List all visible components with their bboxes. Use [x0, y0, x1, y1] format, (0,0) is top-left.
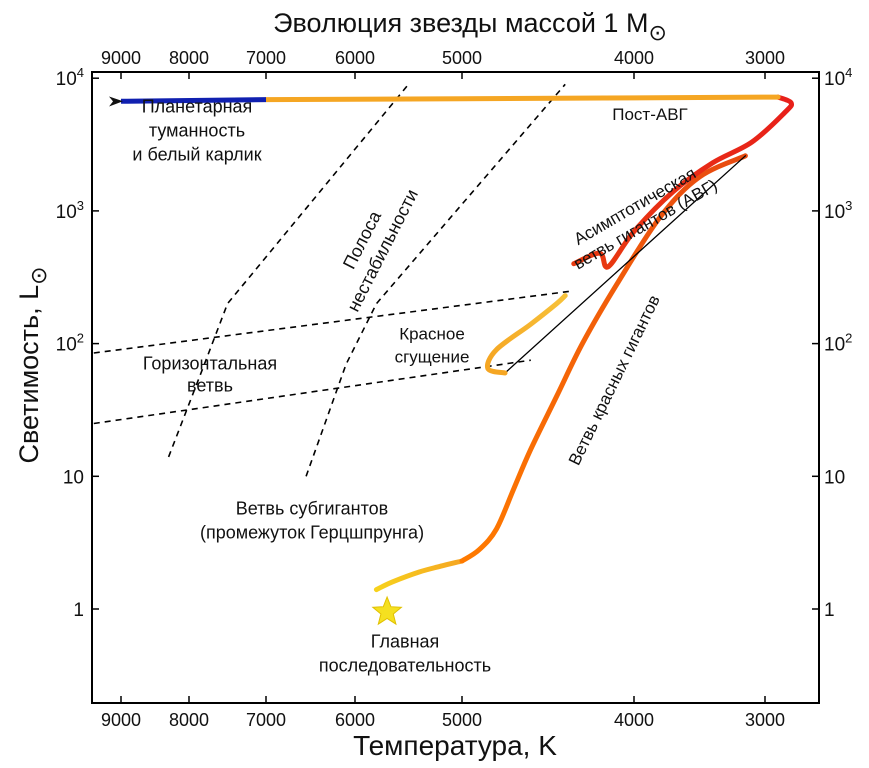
track-segment-6 — [108, 96, 267, 107]
y-tick-label-left: 102 — [56, 331, 84, 356]
x-tick-label-top: 3000 — [745, 48, 785, 68]
x-tick-label-bottom: 7000 — [246, 710, 286, 730]
annotation-label-8: Главная последовательность — [319, 631, 491, 675]
y-tick-label-right: 103 — [824, 198, 852, 223]
y-tick-label-right: 1 — [824, 600, 835, 621]
annotation-line: Пост-АВГ — [612, 105, 688, 124]
plot-frame — [91, 71, 820, 704]
track-segment-4 — [571, 94, 795, 270]
x-tick-label-bottom: 8000 — [169, 710, 209, 730]
annotation-line: Ветвь субгигантов — [236, 498, 388, 518]
x-tick-label-bottom: 6000 — [335, 710, 375, 730]
chart-title: Эволюция звезды массой 1 M⊙ — [273, 8, 667, 45]
evolution-track — [108, 94, 795, 626]
annotation-label-4: Красное сгущение — [395, 324, 470, 366]
annotation-label-0: Пост-АВГ — [612, 105, 688, 124]
y-tick-label-left: 103 — [56, 198, 84, 223]
y-tick-label-left: 104 — [56, 65, 84, 90]
annotation-line: Главная — [371, 631, 440, 651]
instability-strip-right-edge — [305, 83, 566, 477]
x-tick-label-top: 5000 — [442, 48, 482, 68]
x-tick-label-bottom: 5000 — [442, 710, 482, 730]
main-sequence-star-marker — [371, 595, 403, 626]
y-axis-label-symbol: ⊙ — [26, 266, 51, 284]
track-segment-0 — [373, 558, 465, 593]
y-tick-label-right: 102 — [824, 331, 852, 356]
annotation-line: Планетарная — [142, 96, 253, 116]
y-tick-label-left: 10 — [63, 467, 84, 488]
annotation-line: последовательность — [319, 655, 491, 675]
annotation-line: сгущение — [395, 347, 470, 366]
annotation-line: Горизонтальная — [143, 353, 277, 373]
annotation-label-5: Горизонтальная ветвь — [143, 353, 277, 395]
horizontal-branch-lower-edge — [93, 359, 531, 425]
x-tick-label-bottom: 4000 — [614, 710, 654, 730]
x-tick-label-bottom: 9000 — [101, 710, 141, 730]
top-white-band — [0, 0, 869, 72]
x-axis-label: Температура, K — [353, 730, 557, 761]
annotation-line: и белый карлик — [132, 144, 261, 164]
x-tick-label-top: 6000 — [335, 48, 375, 68]
left-white-band — [0, 0, 92, 768]
chart-title-symbol: ⊙ — [648, 20, 666, 45]
horizontal-branch-upper-edge — [93, 290, 574, 354]
x-tick-label-top: 8000 — [169, 48, 209, 68]
y-axis-label-text: Светимость, L — [14, 285, 44, 464]
guide-lines — [93, 83, 574, 477]
x-tick-label-top: 4000 — [614, 48, 654, 68]
x-tick-label-top: 9000 — [101, 48, 141, 68]
y-tick-label-right: 104 — [824, 65, 852, 90]
chart-title-text: Эволюция звезды массой 1 M — [273, 8, 648, 38]
y-axis-label: Светимость, L⊙ — [14, 266, 51, 463]
annotation-line: (промежуток Герцшпрунга) — [200, 522, 424, 542]
x-tick-label-bottom: 3000 — [745, 710, 785, 730]
annotation-line: туманность — [149, 120, 245, 140]
annotation-line: ветвь — [187, 375, 233, 395]
y-tick-label-left: 1 — [73, 600, 84, 621]
track-segment-3 — [484, 293, 568, 376]
x-tick-label-top: 7000 — [246, 48, 286, 68]
axis-ticks: 9000 9000 8000 8000 7000 7000 6000 6000 5000 5000… — [56, 48, 853, 730]
right-white-band — [819, 0, 869, 768]
bottom-white-band — [0, 703, 869, 768]
y-tick-label-right: 10 — [824, 467, 845, 488]
annotation-label-2: Планетарная туманность и белый карлик — [132, 96, 261, 164]
annotation-line: Красное — [399, 324, 465, 343]
annotation-label-7: Ветвь субгигантов (промежуток Герцшпрунга… — [200, 498, 424, 542]
track-segment-1 — [459, 153, 748, 564]
track-segment-2 — [504, 155, 747, 374]
track-segment-5 — [263, 94, 781, 103]
